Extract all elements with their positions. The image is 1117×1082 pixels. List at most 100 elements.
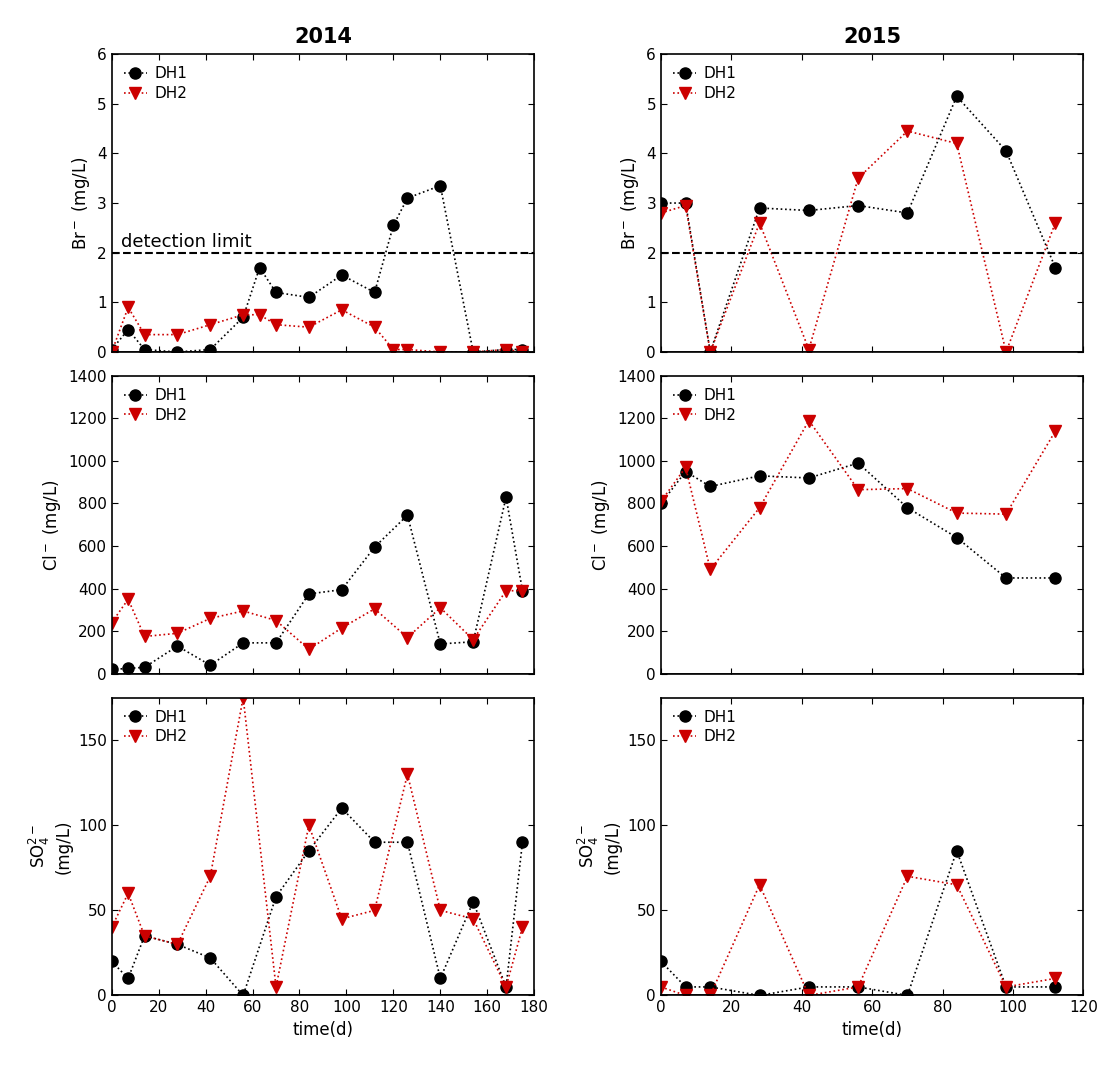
DH1: [655, 497, 668, 510]
DH1: [499, 490, 513, 503]
DH1: [386, 219, 400, 232]
DH2: [499, 343, 513, 356]
DH1: [951, 531, 964, 544]
DH2: [1049, 216, 1062, 229]
DH2: [802, 343, 815, 356]
DH1: [401, 835, 414, 848]
DH2: [335, 303, 349, 316]
DH2: [252, 308, 266, 321]
DH2: [122, 593, 135, 606]
DH2: [1000, 345, 1013, 358]
Y-axis label: SO$_4^{2-}$
(mg/L): SO$_4^{2-}$ (mg/L): [27, 819, 73, 874]
DH2: [171, 626, 184, 639]
DH2: [433, 345, 447, 358]
DH2: [679, 989, 693, 1002]
Legend: DH1, DH2: DH1, DH2: [120, 705, 192, 749]
DH2: [105, 921, 118, 934]
DH2: [386, 343, 400, 356]
DH2: [900, 870, 914, 883]
DH1: [951, 844, 964, 857]
DH1: [467, 635, 480, 648]
Line: DH1: DH1: [106, 803, 528, 1001]
DH1: [269, 890, 283, 903]
DH1: [1000, 980, 1013, 993]
DH1: [1049, 571, 1062, 584]
DH1: [1049, 980, 1062, 993]
DH2: [237, 605, 250, 618]
DH2: [851, 484, 865, 497]
Line: DH2: DH2: [106, 585, 528, 655]
DH1: [802, 204, 815, 217]
DH2: [467, 345, 480, 358]
DH2: [499, 584, 513, 597]
DH1: [269, 636, 283, 649]
DH1: [303, 588, 316, 601]
DH2: [203, 612, 217, 625]
DH2: [367, 320, 381, 333]
DH2: [802, 414, 815, 427]
Text: detection limit: detection limit: [121, 233, 251, 251]
DH2: [433, 903, 447, 916]
Title: 2014: 2014: [294, 27, 352, 47]
DH2: [1000, 507, 1013, 520]
DH2: [679, 461, 693, 474]
DH2: [433, 602, 447, 615]
DH1: [433, 637, 447, 650]
Line: DH2: DH2: [656, 871, 1061, 1001]
DH1: [367, 541, 381, 554]
DH2: [704, 989, 717, 1002]
DH1: [171, 639, 184, 652]
DH2: [401, 767, 414, 780]
DH1: [237, 311, 250, 324]
DH1: [203, 659, 217, 672]
DH1: [105, 663, 118, 676]
DH2: [951, 506, 964, 519]
DH1: [401, 192, 414, 204]
DH2: [753, 879, 766, 892]
DH2: [335, 912, 349, 925]
DH1: [137, 661, 151, 674]
DH2: [1000, 980, 1013, 993]
DH2: [900, 124, 914, 137]
DH1: [704, 345, 717, 358]
DH1: [1000, 144, 1013, 157]
DH1: [303, 844, 316, 857]
DH1: [237, 989, 250, 1002]
DH2: [237, 691, 250, 704]
DH1: [951, 90, 964, 103]
DH2: [704, 563, 717, 576]
DH1: [171, 938, 184, 951]
DH1: [655, 955, 668, 968]
DH2: [655, 980, 668, 993]
Y-axis label: Cl$^-$ (mg/L): Cl$^-$ (mg/L): [590, 479, 612, 570]
Legend: DH1, DH2: DH1, DH2: [120, 383, 192, 427]
DH2: [951, 137, 964, 150]
DH1: [679, 197, 693, 210]
DH1: [171, 345, 184, 358]
DH1: [499, 343, 513, 356]
DH2: [401, 631, 414, 644]
DH2: [303, 643, 316, 656]
Y-axis label: Cl$^-$ (mg/L): Cl$^-$ (mg/L): [41, 479, 63, 570]
DH1: [303, 291, 316, 304]
DH1: [704, 980, 717, 993]
DH2: [467, 912, 480, 925]
DH2: [367, 903, 381, 916]
Y-axis label: Br$^-$ (mg/L): Br$^-$ (mg/L): [69, 156, 92, 250]
Line: DH1: DH1: [656, 91, 1061, 357]
DH2: [137, 630, 151, 643]
Line: DH2: DH2: [656, 415, 1061, 575]
DH2: [655, 494, 668, 507]
DH1: [900, 989, 914, 1002]
DH1: [516, 835, 529, 848]
DH1: [335, 802, 349, 815]
DH2: [753, 501, 766, 514]
DH2: [401, 343, 414, 356]
DH2: [753, 216, 766, 229]
DH1: [105, 343, 118, 356]
DH2: [1049, 972, 1062, 985]
DH2: [105, 345, 118, 358]
DH1: [851, 199, 865, 212]
DH1: [105, 955, 118, 968]
Line: DH2: DH2: [656, 126, 1061, 357]
